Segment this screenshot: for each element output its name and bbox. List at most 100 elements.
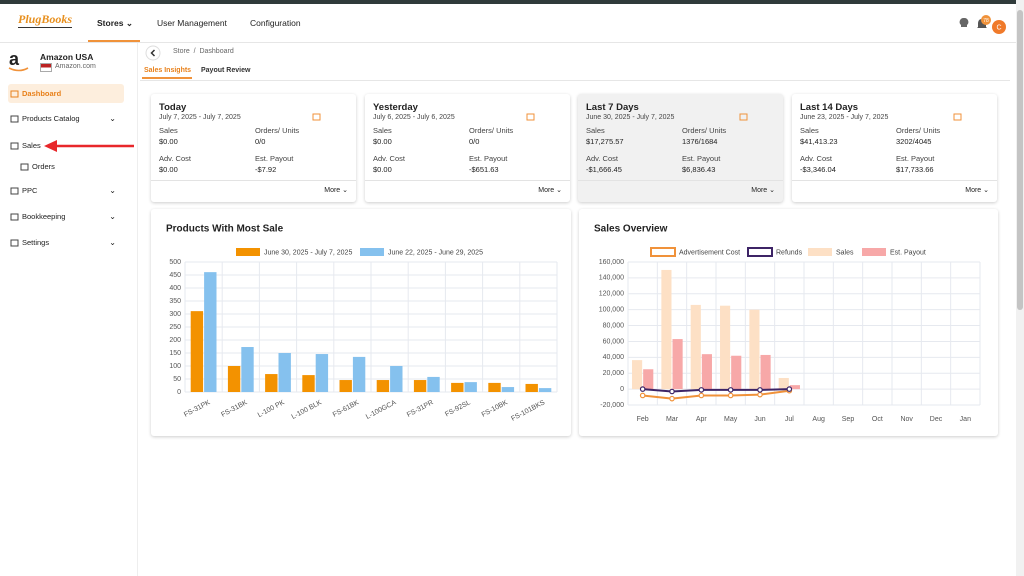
stat-card[interactable]: Today July 7, 2025 - July 7, 2025 Sales $0.… <box>151 94 356 202</box>
point <box>786 386 793 392</box>
crumb[interactable]: Store <box>173 48 190 55</box>
scroll-thumb[interactable] <box>1017 10 1023 310</box>
chevron[interactable]: ⌄ <box>109 238 116 247</box>
breadcrumb: Store / Dashboard <box>173 48 234 55</box>
more-button[interactable]: More ⌄ <box>751 187 775 194</box>
more-button[interactable]: More ⌄ <box>538 187 562 194</box>
chart: Sales Overview -20,000 0 20,000 40,000 60,000… <box>594 224 981 423</box>
icon-shape <box>312 113 321 121</box>
value: 0/0 <box>469 137 480 146</box>
stat-card[interactable]: Yesterday July 6, 2025 - July 6, 2025 Sale… <box>365 94 570 202</box>
badge-text: 78 <box>983 18 989 24</box>
label: Est. Payout <box>255 154 294 163</box>
label: Sales <box>159 126 178 135</box>
header: PlugBooks Stores ⌄ User Management Confi… <box>0 4 1016 43</box>
y-tick-label: -20,000 <box>600 402 624 409</box>
card-title: Today <box>159 102 187 113</box>
bar <box>701 354 712 390</box>
chevron[interactable]: ⌄ <box>109 212 116 221</box>
point <box>698 387 705 393</box>
x-tick-label: FS-31BK <box>220 399 249 419</box>
tab-active[interactable]: Sales Insights <box>144 67 192 74</box>
value: $41,413.23 <box>800 137 838 146</box>
menu-item[interactable]: PPC ⌄ <box>8 181 124 200</box>
menu-label[interactable]: PPC <box>22 186 38 195</box>
y-tick-label: 400 <box>169 285 181 292</box>
crumb-separator: / <box>193 48 196 55</box>
bar <box>315 354 329 392</box>
more-label[interactable]: More <box>538 187 555 194</box>
x-tick-label: Nov <box>900 416 913 423</box>
more-button[interactable]: More ⌄ <box>965 187 989 194</box>
legend-swatch <box>747 247 773 257</box>
bar <box>190 311 204 392</box>
point <box>727 387 734 393</box>
stat-card[interactable]: Last 14 Days June 23, 2025 - July 7, 2025… <box>792 94 997 202</box>
x-tick-label: Apr <box>696 416 708 423</box>
bulb-icon[interactable] <box>959 17 969 27</box>
menu-icon <box>20 163 29 170</box>
value: -$651.63 <box>469 165 499 174</box>
menu-icon <box>10 90 19 97</box>
bar <box>339 380 352 392</box>
scrollbar[interactable] <box>1016 0 1024 576</box>
card-divider <box>578 180 783 181</box>
y-tick-label: 100,000 <box>599 307 624 314</box>
bar <box>265 374 278 392</box>
label: Adv. Cost <box>373 154 405 163</box>
nav-label[interactable]: Stores <box>97 18 124 28</box>
nav-stores[interactable]: Stores ⌄ <box>97 18 133 28</box>
menu-item[interactable]: Products Catalog ⌄ <box>8 109 124 128</box>
icon-shape <box>526 113 535 121</box>
menu-item[interactable]: Dashboard <box>8 84 124 103</box>
x-tick-label: Aug <box>812 416 825 423</box>
label: Sales <box>373 126 392 135</box>
label: Orders/ Units <box>896 126 941 135</box>
menu-label[interactable]: Products Catalog <box>22 114 80 123</box>
logo[interactable]: PlugBooks <box>18 12 73 28</box>
icon-shape <box>10 187 19 194</box>
chart-title: Sales Overview <box>594 224 668 235</box>
label: Sales <box>586 126 605 135</box>
bar <box>749 309 760 390</box>
menu-label[interactable]: Orders <box>32 162 55 171</box>
stat-card[interactable]: Last 7 Days June 30, 2025 - July 7, 2025 S… <box>578 94 783 202</box>
legend-swatch <box>862 248 886 256</box>
value: -$1,666.45 <box>586 165 622 174</box>
store-name: Amazon USA <box>40 52 94 62</box>
y-tick-label: 150 <box>169 350 181 357</box>
menu-item[interactable]: Bookkeeping ⌄ <box>8 207 124 226</box>
menu-label[interactable]: Dashboard <box>22 89 62 98</box>
menu-item[interactable]: Orders <box>18 157 134 176</box>
label: Adv. Cost <box>159 154 191 163</box>
icon-shape <box>953 113 962 121</box>
x-tick-label: Jul <box>785 416 794 423</box>
chevron[interactable]: ⌄ <box>109 114 116 123</box>
avatar-text[interactable]: C <box>996 24 1001 31</box>
menu-label[interactable]: Sales <box>22 141 41 150</box>
card-divider <box>365 180 570 181</box>
label: Orders/ Units <box>682 126 727 135</box>
card-title: Yesterday <box>373 102 418 113</box>
more-label[interactable]: More <box>965 187 982 194</box>
menu-label[interactable]: Settings <box>22 238 50 247</box>
more-button[interactable]: More ⌄ <box>324 187 348 194</box>
label: Orders/ Units <box>469 126 514 135</box>
card-title: Last 7 Days <box>586 102 639 113</box>
menu-item[interactable]: Sales <box>8 136 124 155</box>
more-label[interactable]: More <box>324 187 341 194</box>
card-range: June 23, 2025 - July 7, 2025 <box>800 114 889 121</box>
back-button[interactable] <box>145 45 161 61</box>
chevron[interactable]: ⌄ <box>109 186 116 195</box>
store-domain: Amazon.com <box>55 63 96 70</box>
legend-swatch <box>650 247 676 257</box>
y-tick-label: 160,000 <box>599 259 624 266</box>
menu-label[interactable]: Bookkeeping <box>22 212 66 221</box>
y-tick-label: 200 <box>169 337 181 344</box>
tab[interactable]: Payout Review <box>201 67 251 74</box>
nav-item[interactable]: Configuration <box>250 18 301 28</box>
menu-item[interactable]: Settings ⌄ <box>8 233 124 252</box>
nav-item[interactable]: User Management <box>157 18 227 28</box>
avatar[interactable] <box>992 20 1006 34</box>
more-label[interactable]: More <box>751 187 768 194</box>
